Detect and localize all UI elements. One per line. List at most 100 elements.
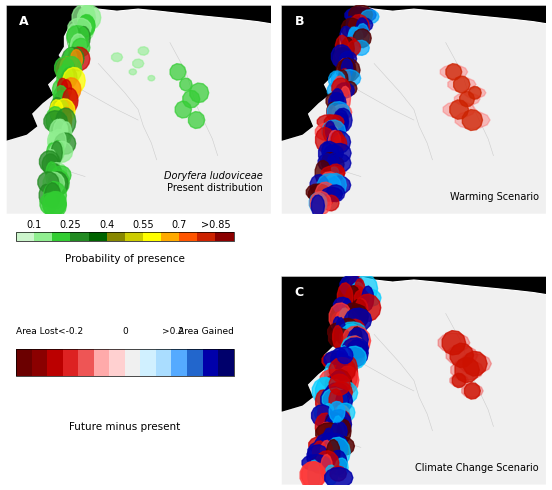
Polygon shape	[337, 101, 347, 119]
Polygon shape	[352, 282, 364, 298]
Polygon shape	[321, 187, 343, 201]
Polygon shape	[77, 26, 90, 49]
Polygon shape	[302, 455, 330, 471]
Polygon shape	[326, 383, 348, 400]
Polygon shape	[43, 154, 59, 175]
Polygon shape	[339, 411, 351, 435]
Polygon shape	[78, 5, 101, 30]
Polygon shape	[61, 70, 73, 91]
Polygon shape	[333, 297, 352, 314]
Polygon shape	[455, 357, 479, 383]
Polygon shape	[321, 454, 332, 482]
Polygon shape	[335, 458, 348, 477]
Polygon shape	[47, 155, 59, 174]
Polygon shape	[343, 277, 364, 303]
Polygon shape	[335, 110, 348, 134]
Polygon shape	[321, 387, 347, 413]
Polygon shape	[282, 5, 366, 141]
Polygon shape	[317, 173, 341, 198]
Polygon shape	[52, 166, 71, 184]
Polygon shape	[315, 160, 331, 185]
Polygon shape	[446, 64, 461, 80]
Polygon shape	[338, 70, 348, 89]
Polygon shape	[326, 126, 338, 141]
Polygon shape	[180, 78, 192, 91]
Polygon shape	[323, 404, 334, 420]
Polygon shape	[62, 67, 77, 88]
Polygon shape	[462, 384, 483, 397]
Polygon shape	[175, 101, 192, 118]
Polygon shape	[321, 166, 345, 180]
Polygon shape	[348, 27, 363, 50]
Polygon shape	[338, 58, 356, 83]
Polygon shape	[316, 377, 335, 407]
Polygon shape	[342, 298, 352, 320]
Polygon shape	[357, 18, 368, 38]
Bar	[107, 232, 125, 241]
Polygon shape	[50, 141, 73, 162]
Polygon shape	[56, 108, 76, 135]
Text: Warming Scenario: Warming Scenario	[449, 192, 539, 202]
Polygon shape	[316, 451, 339, 475]
Polygon shape	[346, 16, 355, 37]
Polygon shape	[44, 182, 66, 209]
Polygon shape	[442, 331, 466, 355]
Polygon shape	[56, 57, 75, 83]
Polygon shape	[47, 143, 58, 162]
Polygon shape	[309, 437, 334, 453]
Polygon shape	[332, 113, 348, 131]
Polygon shape	[346, 340, 368, 367]
Polygon shape	[332, 72, 342, 87]
Polygon shape	[317, 115, 340, 129]
Polygon shape	[327, 164, 339, 182]
Polygon shape	[356, 8, 376, 22]
Polygon shape	[338, 346, 349, 374]
Polygon shape	[337, 58, 360, 82]
Polygon shape	[448, 77, 476, 92]
Text: Probability of presence: Probability of presence	[65, 254, 185, 264]
Polygon shape	[331, 45, 352, 68]
Polygon shape	[362, 286, 374, 311]
Polygon shape	[62, 78, 81, 101]
Polygon shape	[46, 162, 57, 187]
Polygon shape	[355, 294, 381, 321]
Polygon shape	[323, 145, 338, 159]
Polygon shape	[68, 18, 91, 37]
Polygon shape	[64, 48, 77, 72]
Polygon shape	[310, 456, 330, 473]
Bar	[140, 349, 156, 376]
Polygon shape	[333, 317, 342, 340]
Polygon shape	[311, 405, 333, 426]
Polygon shape	[40, 194, 57, 214]
Polygon shape	[60, 57, 74, 80]
Polygon shape	[322, 353, 342, 368]
Polygon shape	[325, 173, 347, 197]
Polygon shape	[50, 100, 63, 121]
Polygon shape	[329, 401, 345, 422]
Polygon shape	[332, 104, 352, 120]
Polygon shape	[340, 275, 363, 296]
Polygon shape	[339, 322, 365, 338]
Polygon shape	[55, 121, 72, 141]
Polygon shape	[308, 460, 320, 490]
Polygon shape	[329, 389, 343, 413]
Polygon shape	[63, 68, 85, 94]
Bar	[16, 349, 233, 376]
Polygon shape	[336, 35, 349, 60]
Polygon shape	[316, 127, 335, 152]
Polygon shape	[306, 184, 330, 200]
Polygon shape	[327, 102, 340, 120]
Polygon shape	[330, 450, 347, 475]
Polygon shape	[323, 195, 339, 211]
Polygon shape	[47, 132, 59, 151]
Polygon shape	[84, 2, 94, 29]
Polygon shape	[333, 94, 344, 109]
Text: A: A	[19, 15, 28, 28]
Polygon shape	[329, 154, 351, 172]
Polygon shape	[349, 14, 369, 39]
Polygon shape	[170, 64, 186, 80]
Polygon shape	[340, 324, 364, 352]
Bar	[89, 232, 107, 241]
Polygon shape	[282, 276, 546, 485]
Polygon shape	[454, 93, 480, 105]
